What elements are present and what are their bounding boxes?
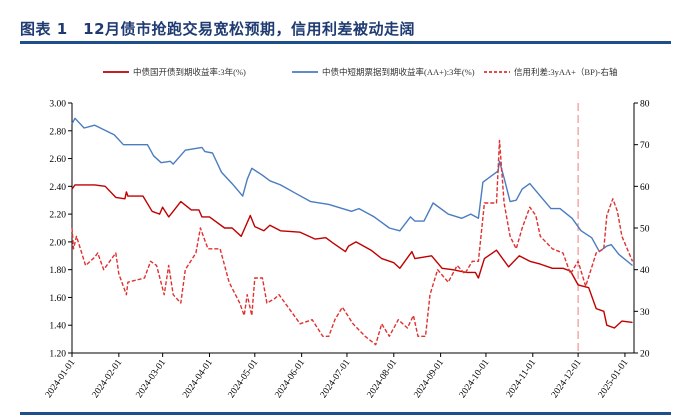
x-tick-label: 2024-12-01 — [550, 358, 584, 400]
y-right-tick-label: 50 — [640, 225, 650, 235]
x-tick-label: 2024-10-01 — [458, 358, 492, 400]
y-right-tick-label: 30 — [640, 308, 650, 318]
chart-title: 图表 1 12月债市抢跑交易宽松预期，信用利差被动走阔 — [20, 20, 416, 38]
series-line-1 — [71, 117, 633, 267]
y-left-tick-label: 2.20 — [49, 211, 66, 221]
y-right-tick-label: 80 — [640, 100, 650, 110]
legend-label-0: 中债国开债到期收益率:3年(%) — [133, 67, 246, 77]
y-left-tick-label: 2.60 — [49, 155, 66, 165]
x-tick-label: 2024-02-01 — [91, 358, 125, 400]
y-left-tick-label: 2.80 — [49, 127, 66, 137]
x-tick-label: 2024-05-01 — [227, 358, 261, 400]
x-tick-label: 2024-09-01 — [412, 358, 446, 400]
y-right-tick-label: 20 — [640, 350, 650, 360]
legend-label-2: 信用利差:3yAA+（BP)-右轴 — [514, 67, 618, 77]
x-tick-label: 2024-01-01 — [44, 358, 78, 400]
series-line-0 — [71, 184, 633, 329]
y-left-tick-label: 1.60 — [49, 294, 66, 304]
series-line-2 — [71, 139, 634, 346]
x-tick-label: 2024-07-01 — [319, 358, 353, 400]
x-tick-label: 2024-11-01 — [505, 358, 539, 400]
y-left-tick-label: 3.00 — [49, 100, 66, 110]
x-tick-label: 2024-08-01 — [366, 358, 400, 400]
x-tick-label: 2024-03-01 — [134, 358, 168, 400]
bottom-divider — [20, 412, 671, 415]
y-left-tick-label: 2.40 — [49, 183, 66, 193]
y-right-tick-label: 70 — [640, 141, 650, 151]
title-divider — [20, 41, 671, 44]
y-right-tick-label: 40 — [640, 266, 650, 276]
x-tick-label: 2024-04-01 — [181, 358, 215, 400]
x-tick-label: 2025-01-01 — [597, 358, 631, 400]
y-left-tick-label: 2.00 — [49, 238, 66, 248]
legend-label-1: 中债中短期票据到期收益率(AA+):3年(%) — [322, 67, 475, 77]
y-left-tick-label: 1.20 — [49, 350, 66, 360]
y-left-tick-label: 1.40 — [49, 322, 66, 332]
y-right-tick-label: 60 — [640, 183, 650, 193]
x-tick-label: 2024-06-01 — [273, 358, 307, 400]
y-left-tick-label: 1.80 — [49, 266, 66, 276]
